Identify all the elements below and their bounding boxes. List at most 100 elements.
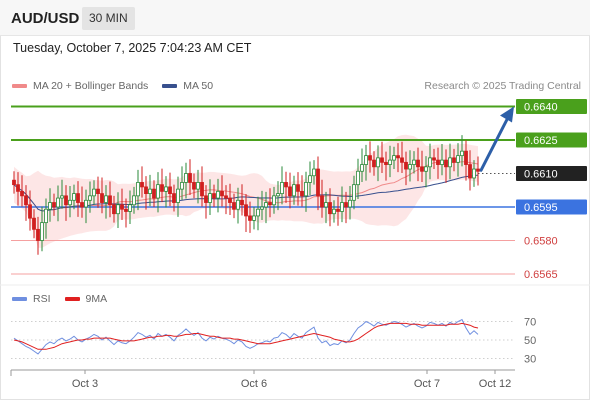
- candle-body: [208, 193, 212, 203]
- candle-body: [292, 184, 296, 197]
- candle-body: [196, 182, 200, 190]
- rsi-tick-label: 30: [524, 354, 536, 366]
- candle-body: [32, 217, 36, 230]
- candle-body: [40, 222, 44, 241]
- rsi-ma-swatch: [64, 297, 80, 301]
- legend-item-rsi-ma: 9MA: [64, 293, 108, 305]
- price-tag-0-6625: [516, 132, 587, 148]
- legend-rsi-label: RSI: [33, 293, 51, 305]
- rsi-tick-label: 70: [524, 317, 536, 329]
- candle-body: [112, 204, 116, 215]
- candle-body: [180, 182, 184, 190]
- candle-body: [456, 155, 460, 163]
- candle-body: [260, 206, 264, 210]
- candle-body: [212, 193, 216, 199]
- x-tick-label: Oct 7: [414, 378, 440, 390]
- candle-body: [108, 195, 112, 206]
- candle-body: [248, 215, 252, 221]
- legend-ma50-label: MA 50: [183, 80, 214, 92]
- candle-body: [56, 197, 60, 208]
- candle-body: [76, 193, 80, 203]
- candle-body: [252, 215, 256, 221]
- candle-body: [60, 195, 64, 199]
- candle-body: [284, 182, 288, 188]
- price-tag-label: 0.6625: [524, 135, 558, 147]
- candle-body: [96, 188, 100, 194]
- candle-body: [412, 159, 416, 165]
- candle-body: [468, 164, 472, 179]
- candle-body: [288, 186, 292, 197]
- candle-body: [348, 199, 352, 208]
- candle-body: [460, 150, 464, 157]
- legend-item-ma50: MA 50: [162, 80, 213, 92]
- candle-body: [440, 159, 444, 165]
- candle-body: [384, 161, 388, 165]
- candle-body: [148, 188, 152, 194]
- candle-body: [472, 168, 476, 179]
- candle-body: [176, 188, 180, 203]
- candle-body: [136, 182, 140, 197]
- candle-body: [352, 184, 356, 201]
- forecast-arrowhead: [500, 106, 514, 123]
- candle-body: [392, 155, 396, 161]
- timeframe-badge[interactable]: 30 MIN: [82, 7, 135, 30]
- candle-body: [24, 195, 28, 206]
- forecast-arrow: [479, 116, 510, 172]
- legend-rsi-ma-label: 9MA: [85, 293, 108, 305]
- candle-body: [368, 155, 372, 161]
- candle-body: [164, 186, 168, 192]
- candle-body: [432, 157, 436, 161]
- candle-body: [144, 186, 148, 194]
- research-credit: Research © 2025 Trading Central: [424, 80, 581, 92]
- x-tick-label: Oct 3: [72, 378, 98, 390]
- chart-header: AUD/USD 30 MIN: [0, 0, 590, 36]
- rsi-ma-line: [13, 322, 479, 350]
- candle-body: [344, 202, 348, 208]
- candle-body: [276, 193, 280, 197]
- candle-body: [320, 195, 324, 208]
- candle-body: [228, 197, 232, 203]
- candle-body: [20, 190, 24, 197]
- candle-body: [104, 195, 108, 203]
- candle-body: [232, 202, 236, 210]
- candle-body: [312, 168, 316, 177]
- price-tag-0-6595: [516, 199, 587, 215]
- rsi-legend: RSI 9MA: [12, 293, 121, 305]
- price-tag-label: 0.6640: [524, 102, 558, 114]
- candle-body: [184, 173, 188, 183]
- candle-body: [400, 157, 404, 163]
- candle-body: [236, 199, 240, 210]
- candle-body: [376, 157, 380, 168]
- candle-body: [216, 190, 220, 199]
- price-tag-label: 0.6580: [524, 236, 558, 248]
- legend-item-rsi: RSI: [12, 293, 51, 305]
- price-tag-label: 0.6565: [524, 269, 558, 281]
- candle-body: [84, 199, 88, 208]
- candle-body: [192, 182, 196, 190]
- candle-body: [124, 208, 128, 212]
- candle-body: [476, 168, 480, 172]
- candle-body: [44, 208, 48, 224]
- candle-body: [364, 155, 368, 165]
- ma50-swatch: [162, 84, 178, 88]
- candle-body: [12, 179, 16, 186]
- candle-body: [380, 157, 384, 163]
- candle-body: [200, 182, 204, 197]
- candle-body: [304, 182, 308, 197]
- x-tick-label: Oct 6: [241, 378, 267, 390]
- candle-body: [116, 204, 120, 215]
- candle-body: [80, 202, 84, 208]
- symbol-title: AUD/USD: [11, 10, 80, 27]
- candle-body: [328, 202, 332, 215]
- price-tag-0-6610: [516, 166, 587, 181]
- candle-body: [88, 195, 92, 201]
- candle-body: [256, 208, 260, 217]
- candle-body: [464, 150, 468, 165]
- legend-item-bb: MA 20 + Bollinger Bands: [12, 80, 148, 92]
- candle-body: [428, 157, 432, 168]
- candle-body: [48, 202, 52, 210]
- candle-body: [448, 157, 452, 168]
- candle-body: [436, 159, 440, 165]
- candle-body: [452, 157, 456, 163]
